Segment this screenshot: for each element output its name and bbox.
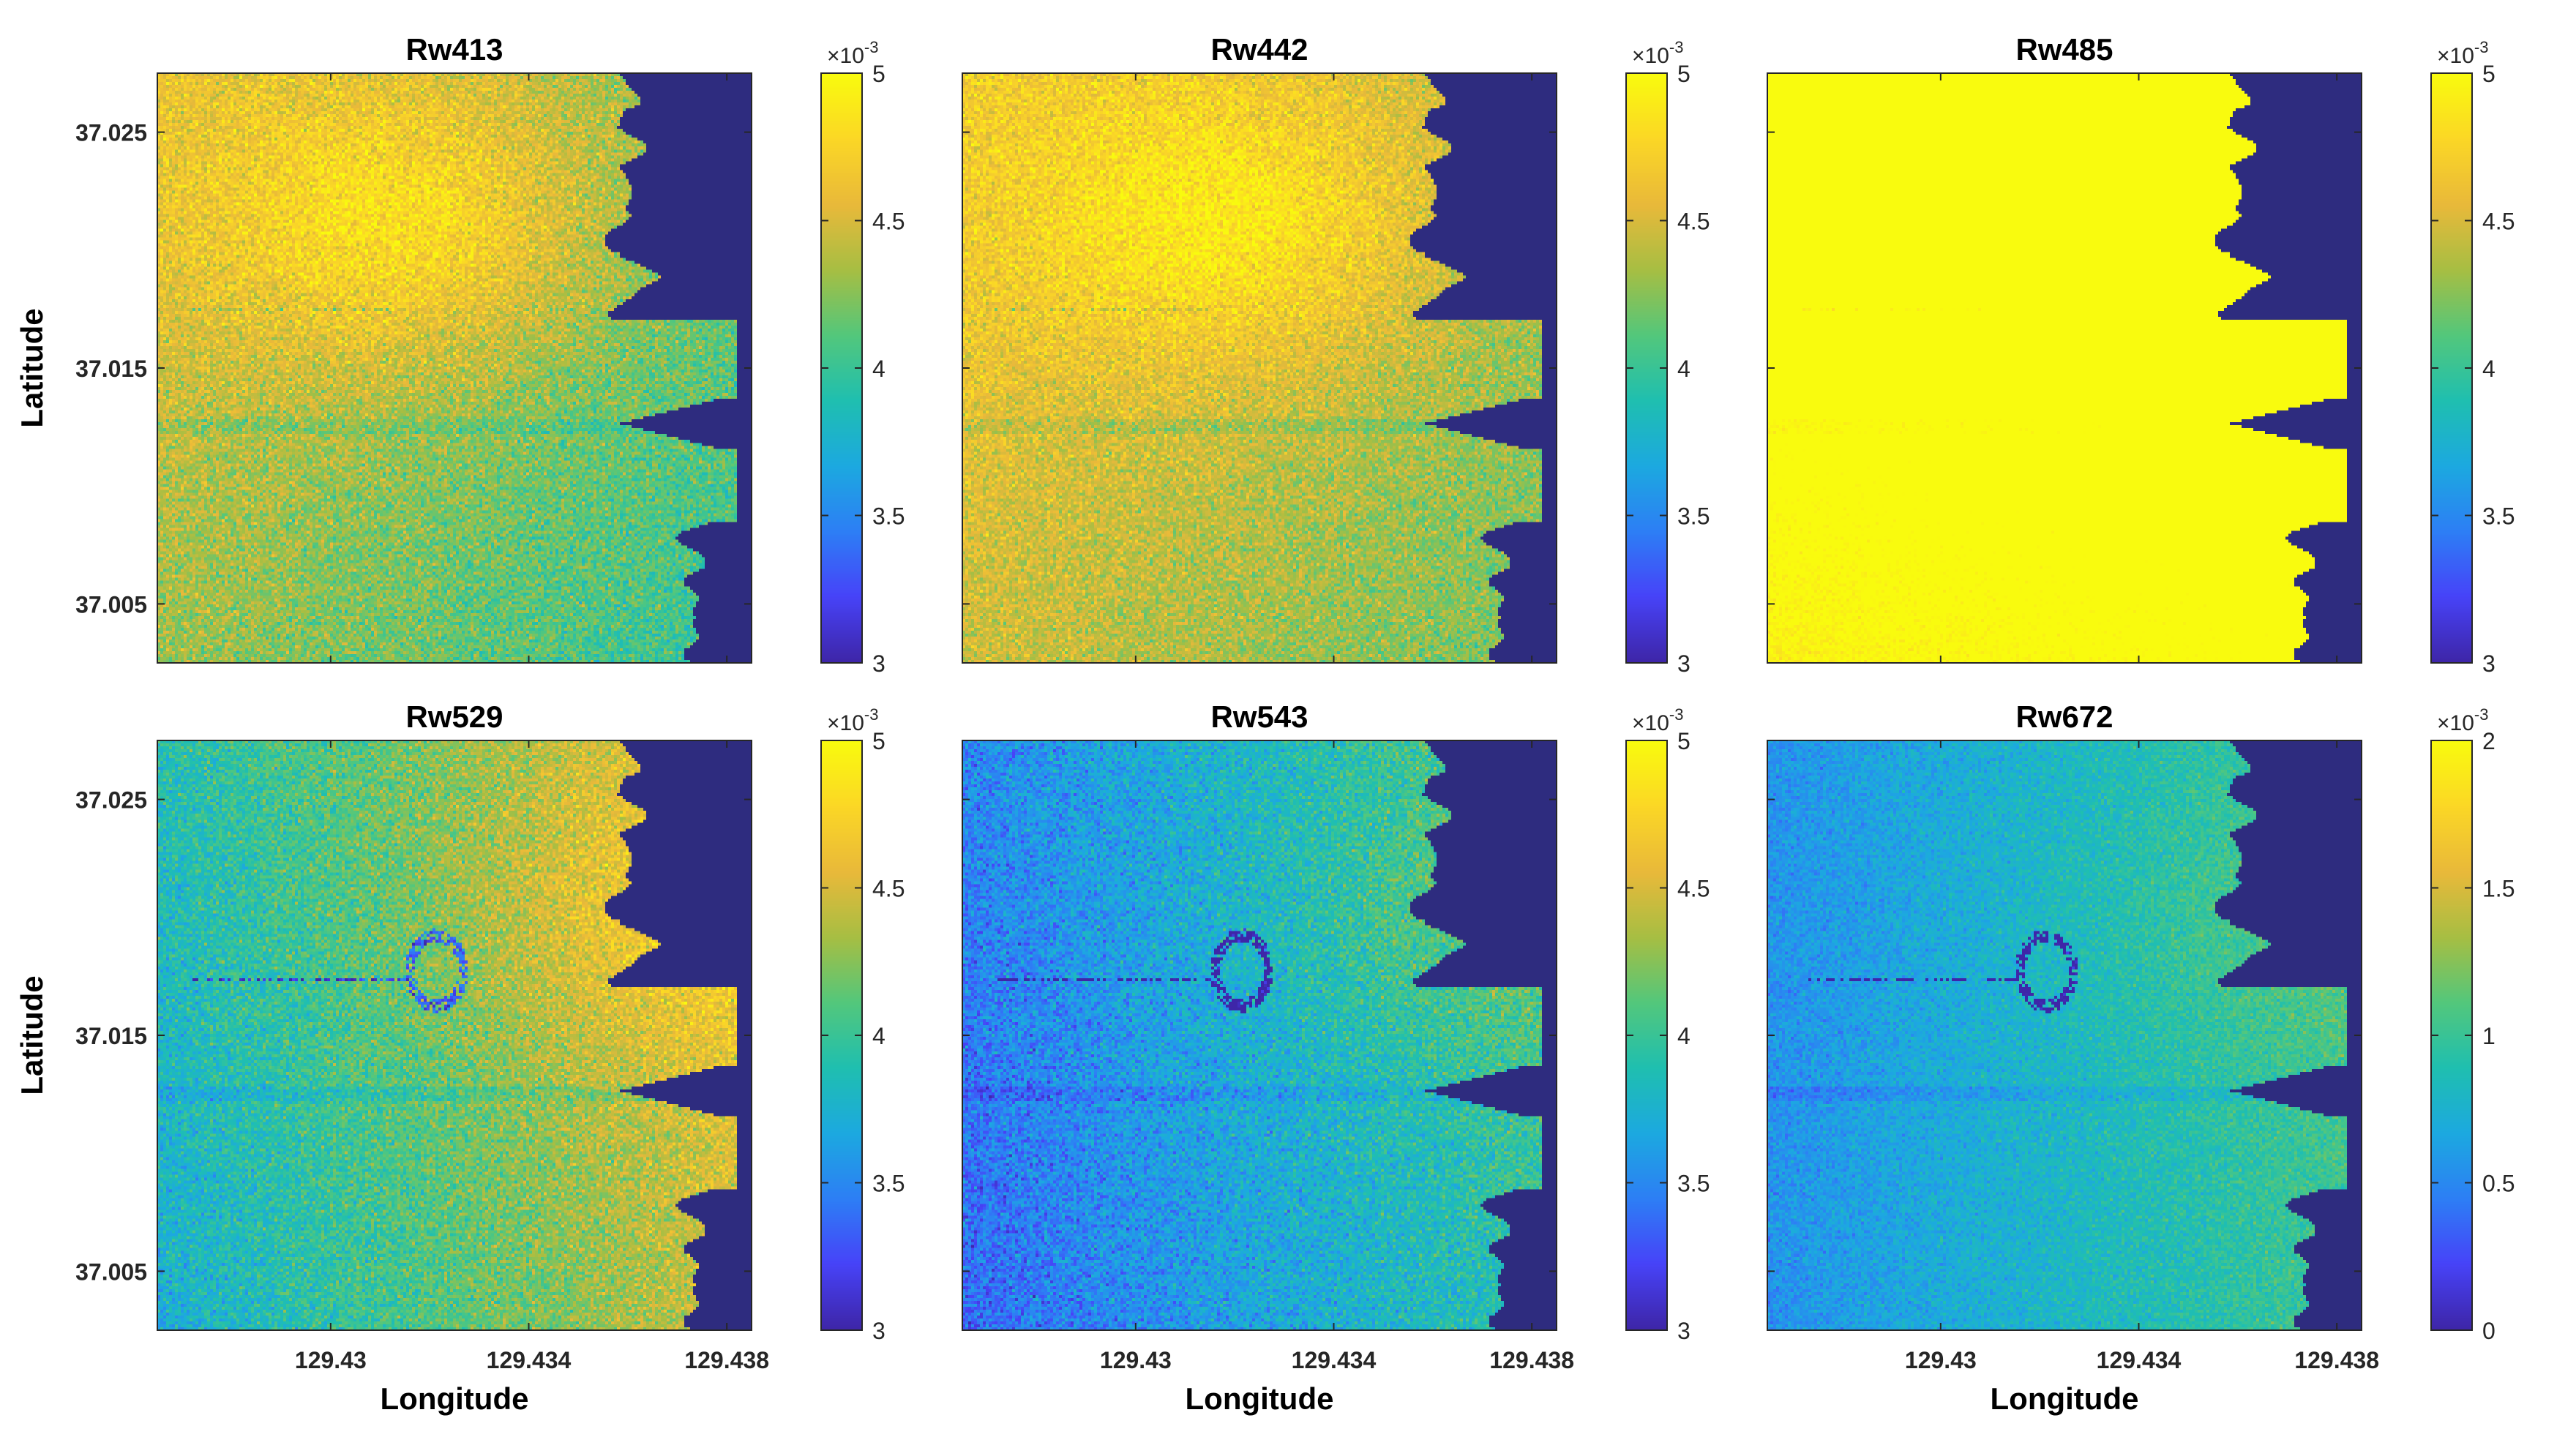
x-tick-label: 129.438	[684, 1347, 769, 1373]
colorbar-tick-label: 3	[872, 650, 886, 677]
colorbar-tick-label: 4.5	[872, 876, 905, 902]
colorbar-tick-label: 4	[1677, 356, 1690, 382]
colorbar: 0 0.5 1 1.5 2×10-3	[2430, 705, 2515, 1344]
colorbar: 3 3.5 4 4.5 5×10-3	[2430, 38, 2515, 677]
colorbar-tick-label: 5	[1677, 728, 1690, 754]
x-tick-label: 129.438	[2294, 1347, 2379, 1373]
colorbar: 3 3.5 4 4.5 5×10-3	[1625, 705, 1710, 1344]
panel-title: Rw442	[1210, 32, 1308, 67]
colorbar-tick-label: 4.5	[1677, 876, 1710, 902]
colorbar-tick-label: 4	[872, 356, 886, 382]
colorbar-tick-label: 4.5	[2482, 209, 2515, 235]
y-axis-label: Latitude	[15, 975, 49, 1095]
colorbar-tick-label: 4	[872, 1023, 886, 1049]
colorbar-tick-label: 3	[1677, 1318, 1690, 1344]
heatmap-image	[962, 740, 1557, 1330]
x-tick-label: 129.43	[1905, 1347, 1977, 1373]
x-tick-label: 129.434	[1292, 1347, 1377, 1373]
colorbar-exponent: ×10-3	[827, 705, 878, 735]
colorbar: 3 3.5 4 4.5 5×10-3	[820, 38, 905, 677]
heatmap-image	[157, 73, 752, 663]
x-tick-label: 129.43	[1100, 1347, 1172, 1373]
colorbar-tick-label: 4	[1677, 1023, 1690, 1049]
colorbar-tick-label: 2	[2482, 728, 2496, 754]
colorbar-tick-label: 4	[2482, 356, 2496, 382]
y-axis-label: Latitude	[15, 308, 49, 427]
y-tick-label: 37.015	[75, 356, 147, 382]
colorbar-tick-label: 0	[2482, 1318, 2496, 1344]
colorbar-tick-label: 1.5	[2482, 876, 2515, 902]
x-tick-label: 129.434	[2097, 1347, 2182, 1373]
heatmap-image	[1767, 73, 2362, 663]
panel-rw543: Rw543 129.43 129.434 129.438 Longitude 3 3.5 4 4…	[962, 699, 1710, 1416]
panel-title: Rw543	[1210, 699, 1308, 734]
x-axis-label: Longitude	[1991, 1381, 2139, 1416]
x-tick-label: 129.438	[1489, 1347, 1574, 1373]
x-tick-label: 129.434	[487, 1347, 572, 1373]
panels: Rw413 37.025 37.015 37.005 Latitude 3 3.5 4 4.5 5…	[15, 32, 2515, 1416]
colorbar-tick-label: 4.5	[872, 209, 905, 235]
colorbar-exponent: ×10-3	[1632, 38, 1683, 68]
colorbar-tick-label: 3	[872, 1318, 886, 1344]
panel-rw485: Rw485 3 3.5 4 4.5 5×10-3	[1767, 32, 2515, 677]
colorbar-tick-label: 3	[2482, 650, 2496, 677]
y-tick-label: 37.025	[75, 120, 147, 146]
colorbar-tick-label: 5	[872, 61, 886, 87]
colorbar: 3 3.5 4 4.5 5×10-3	[1625, 38, 1710, 677]
x-axis-label: Longitude	[381, 1381, 529, 1416]
x-axis-label: Longitude	[1186, 1381, 1334, 1416]
panel-rw442: Rw442 3 3.5 4 4.5 5×10-3	[962, 32, 1710, 677]
x-tick-label: 129.43	[295, 1347, 367, 1373]
heatmap-image	[1767, 740, 2362, 1330]
colorbar-tick-label: 3.5	[872, 503, 905, 530]
colorbar-tick-label: 3.5	[1677, 503, 1710, 530]
colorbar: 3 3.5 4 4.5 5×10-3	[820, 705, 905, 1344]
colorbar-exponent: ×10-3	[2437, 38, 2488, 68]
panel-title: Rw485	[2015, 32, 2113, 67]
panel-rw413: Rw413 37.025 37.015 37.005 Latitude 3 3.5 4 4.5 5…	[15, 32, 905, 677]
colorbar-tick-label: 3.5	[2482, 503, 2515, 530]
panel-title: Rw413	[405, 32, 503, 67]
colorbar-exponent: ×10-3	[827, 38, 878, 68]
y-tick-label: 37.015	[75, 1023, 147, 1049]
colorbar-tick-label: 5	[2482, 61, 2496, 87]
colorbar-tick-label: 4.5	[1677, 209, 1710, 235]
y-tick-label: 37.005	[75, 1258, 147, 1285]
colorbar-tick-label: 0.5	[2482, 1171, 2515, 1197]
colorbar-tick-label: 5	[872, 728, 886, 754]
colorbar-tick-label: 3.5	[872, 1171, 905, 1197]
colorbar-exponent: ×10-3	[1632, 705, 1683, 735]
colorbar-exponent: ×10-3	[2437, 705, 2488, 735]
colorbar-tick-label: 3	[1677, 650, 1690, 677]
panel-title: Rw529	[405, 699, 503, 734]
panel-title: Rw672	[2015, 699, 2113, 734]
colorbar-tick-label: 1	[2482, 1023, 2496, 1049]
heatmap-image	[157, 740, 752, 1330]
colorbar-tick-label: 3.5	[1677, 1171, 1710, 1197]
y-tick-label: 37.025	[75, 787, 147, 814]
heatmap-image	[962, 73, 1557, 663]
panel-rw672: Rw672 129.43 129.434 129.438 Longitude 0 0.5 1 1…	[1767, 699, 2515, 1416]
panel-rw529: Rw529 37.025 37.015 37.005 129.43 129.434 129.…	[15, 699, 905, 1416]
y-tick-label: 37.005	[75, 591, 147, 618]
colorbar-tick-label: 5	[1677, 61, 1690, 87]
